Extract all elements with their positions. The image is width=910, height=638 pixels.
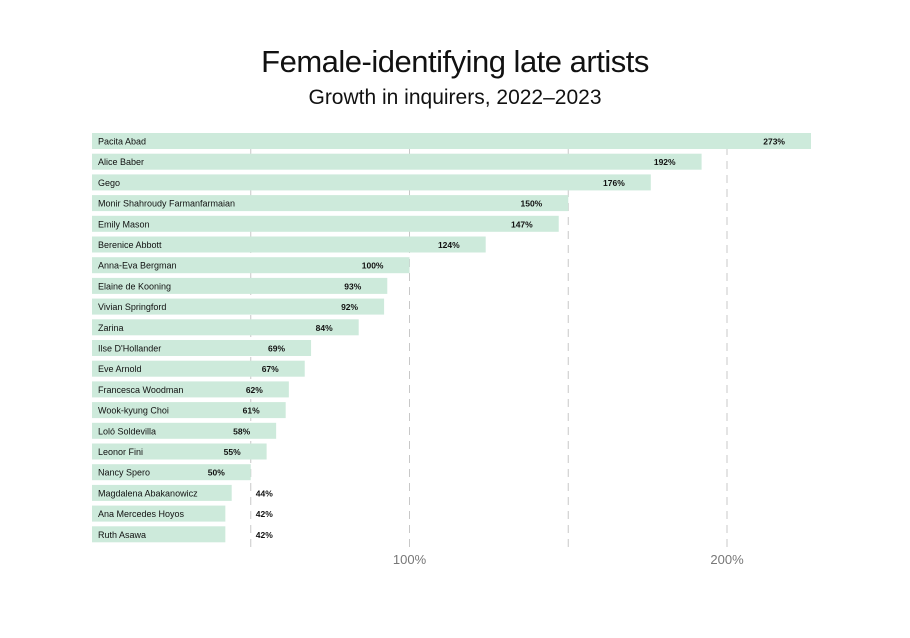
bar <box>92 484 232 501</box>
value-label: 273% <box>763 137 785 147</box>
category-label: Eve Arnold <box>98 364 142 374</box>
category-label: Magdalena Abakanowicz <box>98 488 198 498</box>
bar <box>92 195 569 212</box>
bar <box>92 257 410 274</box>
category-label: Ana Mercedes Hoyos <box>98 509 185 519</box>
value-label: 92% <box>341 302 358 312</box>
category-label: Francesca Woodman <box>98 385 183 395</box>
bar <box>92 443 267 460</box>
bar <box>92 402 286 419</box>
category-label: Zarina <box>98 323 124 333</box>
value-label: 69% <box>268 344 285 354</box>
value-label: 62% <box>246 385 263 395</box>
bar <box>92 319 359 336</box>
value-label: 58% <box>233 426 250 436</box>
value-label: 150% <box>521 199 543 209</box>
value-label: 93% <box>344 281 361 291</box>
value-label: 147% <box>511 219 533 229</box>
category-label: Nancy Spero <box>98 468 150 478</box>
value-label: 124% <box>438 240 460 250</box>
category-label: Emily Mason <box>98 219 150 229</box>
bar <box>92 133 811 149</box>
category-label: Wook-kyung Choi <box>98 406 169 416</box>
value-label: 44% <box>256 488 273 498</box>
x-tick-label: 100% <box>393 552 427 567</box>
bar <box>92 505 226 522</box>
chart-title: Female-identifying late artists <box>261 44 649 79</box>
bar <box>92 277 388 294</box>
value-label: 50% <box>208 468 225 478</box>
category-label: Ruth Asawa <box>98 530 146 540</box>
bar <box>92 381 289 398</box>
category-label: Loló Soldevilla <box>98 426 156 436</box>
value-label: 100% <box>362 261 384 271</box>
value-label: 55% <box>224 447 241 457</box>
value-label: 192% <box>654 157 676 167</box>
bar <box>92 215 559 232</box>
chart-subtitle: Growth in inquirers, 2022–2023 <box>308 86 602 109</box>
category-label: Leonor Fini <box>98 447 143 457</box>
value-label: 67% <box>262 364 279 374</box>
bar <box>92 236 486 253</box>
bar <box>92 340 312 356</box>
bar <box>92 464 251 481</box>
bar <box>92 526 226 543</box>
value-label: 42% <box>256 530 273 540</box>
category-label: Alice Baber <box>98 157 144 167</box>
category-label: Vivian Springford <box>98 302 166 312</box>
value-label: 84% <box>316 323 333 333</box>
category-label: Gego <box>98 178 120 188</box>
x-tick-label: 200% <box>710 552 744 567</box>
value-label: 176% <box>603 178 625 188</box>
bar <box>92 422 277 439</box>
value-label: 42% <box>256 509 273 519</box>
bar <box>92 153 702 170</box>
category-label: Monir Shahroudy Farmanfarmaian <box>98 199 235 209</box>
category-label: Pacita Abad <box>98 137 146 147</box>
bar <box>92 360 305 377</box>
category-label: Berenice Abbott <box>98 240 162 250</box>
bar <box>92 298 385 315</box>
category-label: Ilse D'Hollander <box>98 344 161 354</box>
value-label: 61% <box>243 406 260 416</box>
category-label: Elaine de Kooning <box>98 281 171 291</box>
bar <box>92 174 651 191</box>
category-label: Anna-Eva Bergman <box>98 261 177 271</box>
